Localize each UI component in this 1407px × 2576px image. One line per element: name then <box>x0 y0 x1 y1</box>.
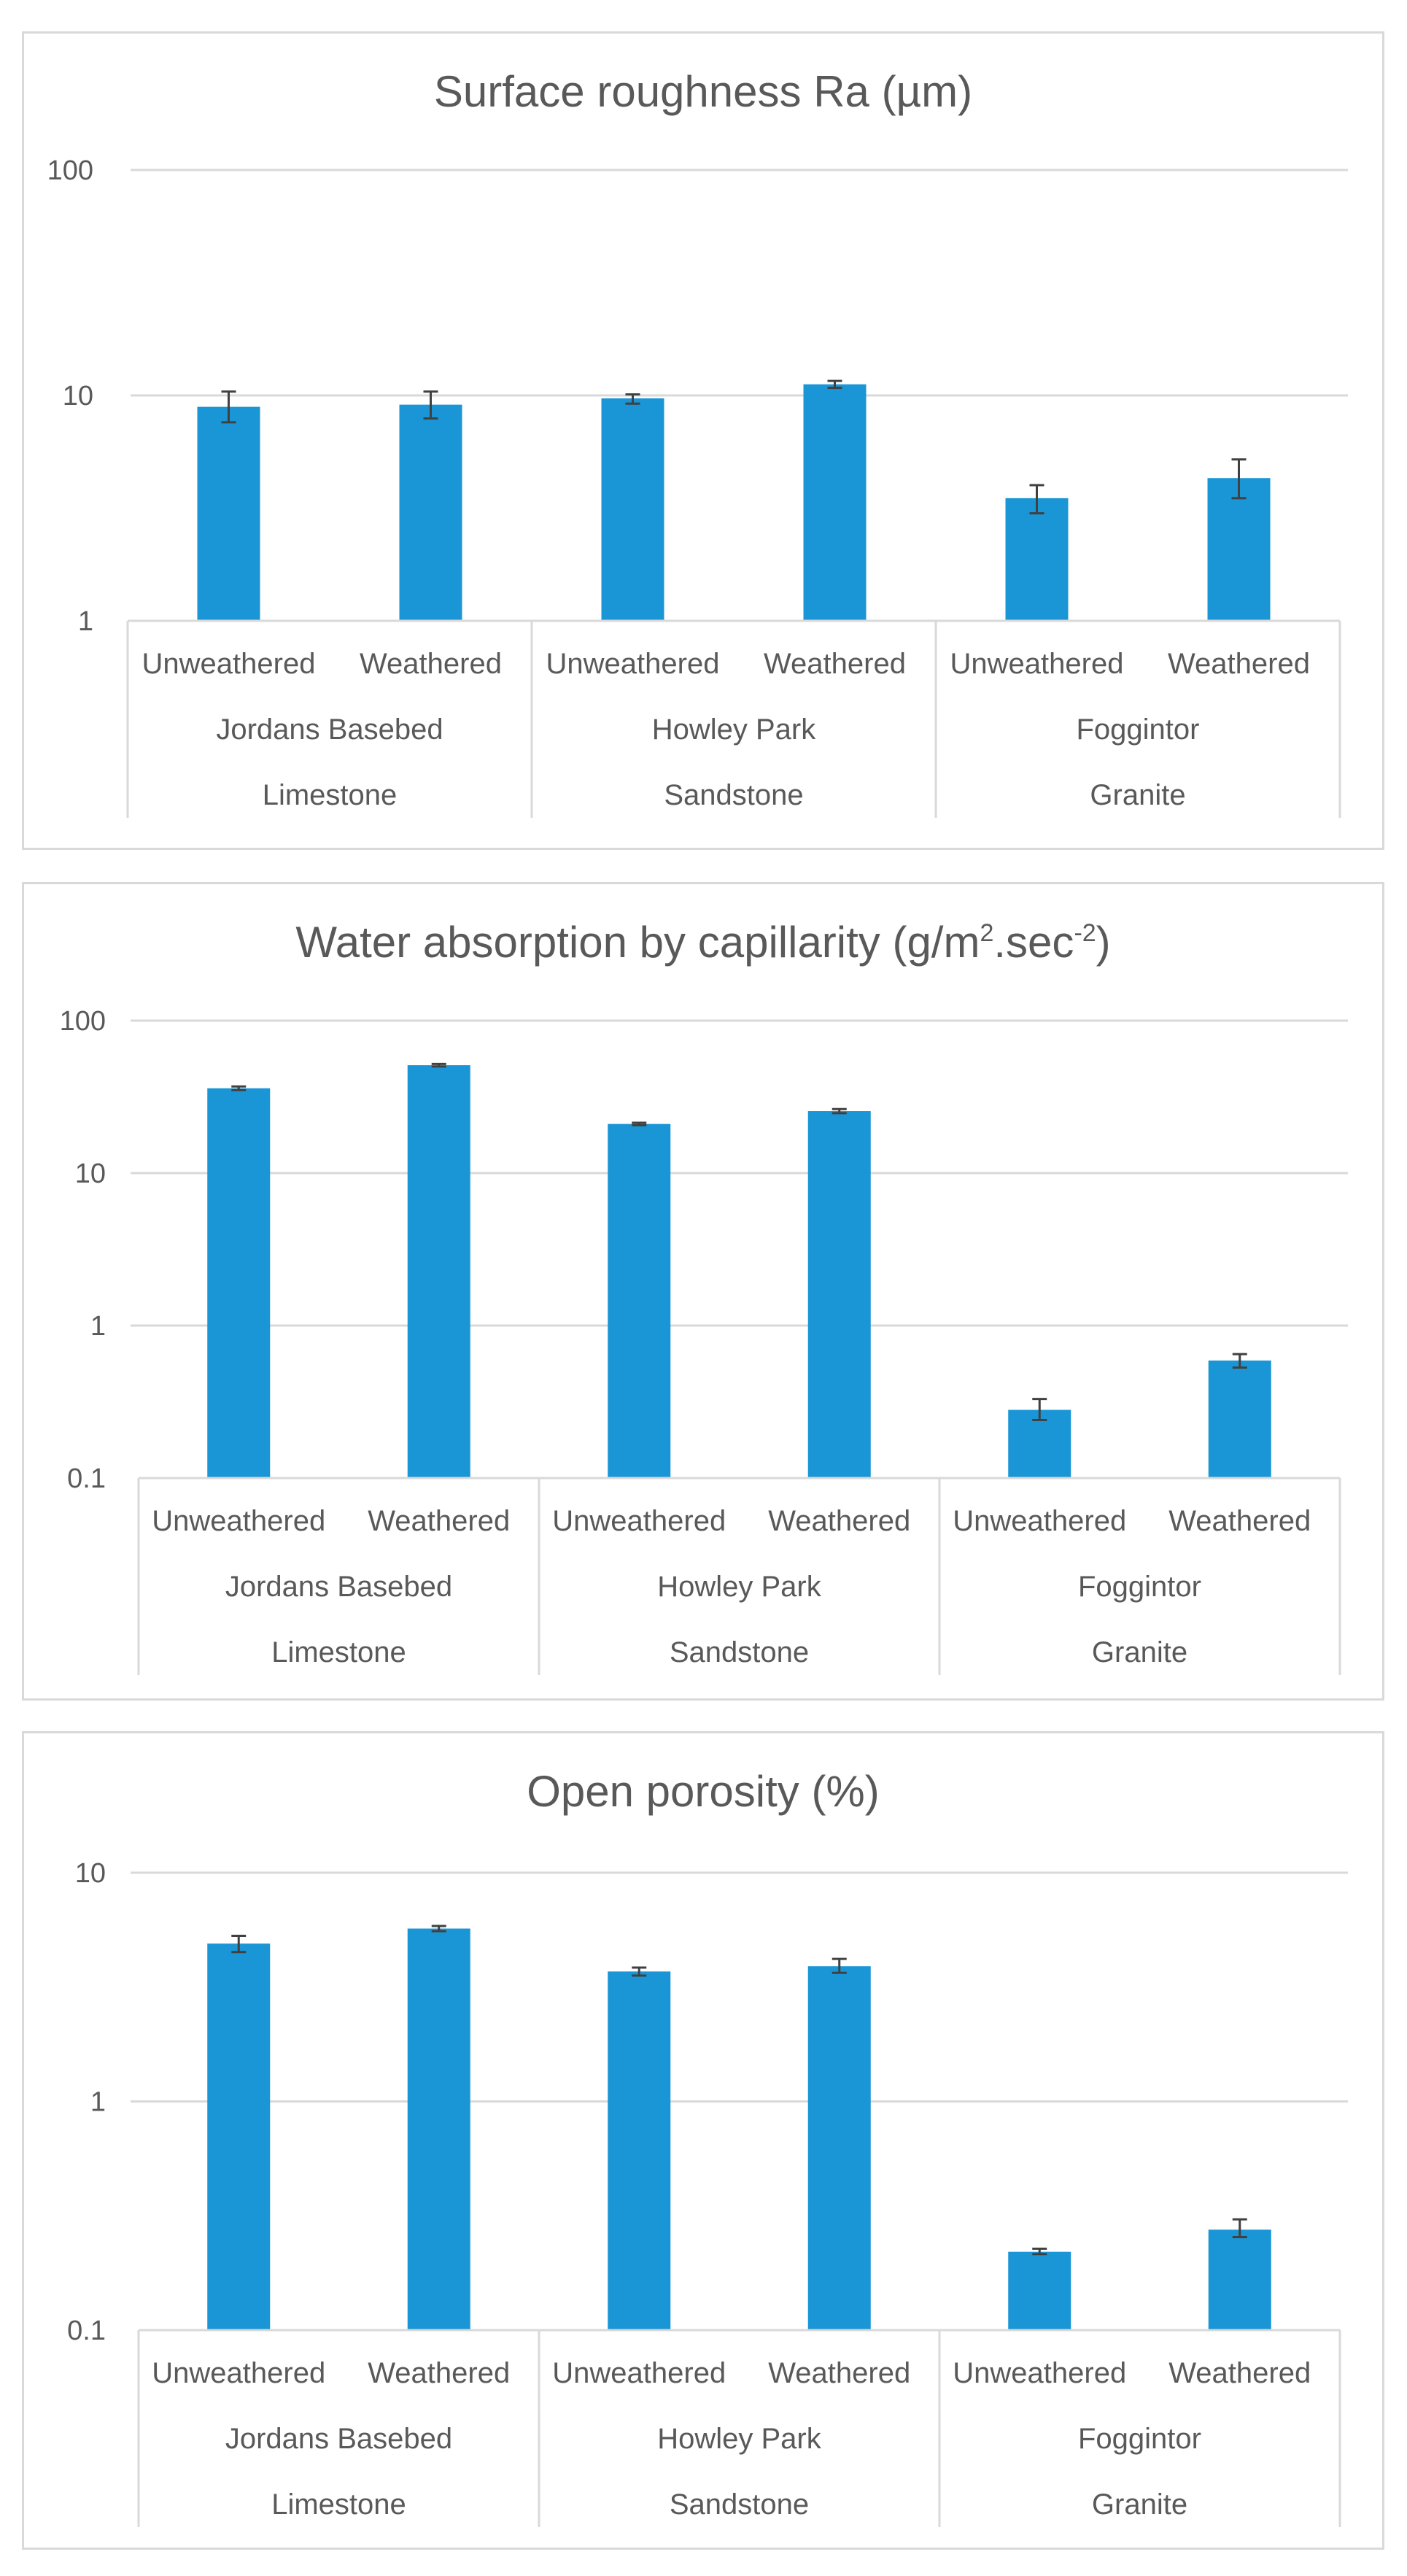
bar <box>608 1123 671 1478</box>
chart-title-sup2: -2 <box>1074 919 1096 947</box>
category-label-site: Jordans Basebed <box>225 2423 452 2455</box>
bar <box>407 1928 470 2330</box>
category-label-site: Foggintor <box>1078 2423 1201 2455</box>
bar <box>1208 1360 1271 1478</box>
chart-title-main: Water absorption by capillarity (g/m <box>295 918 980 967</box>
bar <box>1208 2229 1271 2330</box>
bar <box>807 1111 871 1478</box>
category-label-stone: Granite <box>1092 1636 1187 1668</box>
bar <box>407 1065 470 1478</box>
category-label-stone: Limestone <box>271 1636 406 1668</box>
y-tick-label: 10 <box>75 1159 106 1189</box>
chart-title: Water absorption by capillarity (g/m2.se… <box>295 918 1110 967</box>
category-label-sub: Unweathered <box>953 1505 1126 1537</box>
category-label-sub: Weathered <box>360 648 502 680</box>
bar <box>207 1088 271 1478</box>
bar <box>601 398 664 621</box>
category-label-sub: Weathered <box>764 648 906 680</box>
y-tick-label: 0.1 <box>67 1463 106 1494</box>
chart-surface-roughness-plot: Surface roughness Ra (µm) 1 10 100 Unweathe… <box>47 67 1348 818</box>
bar <box>399 404 462 621</box>
bar <box>197 406 260 621</box>
category-label-site: Howley Park <box>657 2423 822 2455</box>
category-label-sub: Unweathered <box>552 2357 726 2389</box>
y-tick-label: 0.1 <box>67 2316 106 2346</box>
category-label-site: Jordans Basebed <box>216 713 443 746</box>
chart-water-absorption-plot: Water absorption by capillarity (g/m2.se… <box>60 918 1348 1675</box>
y-tick-label: 10 <box>63 381 93 411</box>
category-label-stone: Limestone <box>263 779 398 811</box>
y-tick-label: 100 <box>60 1006 106 1037</box>
bar <box>207 1943 271 2330</box>
bar <box>1207 478 1271 621</box>
category-label-site: Foggintor <box>1077 713 1200 746</box>
category-label-site: Howley Park <box>652 713 817 746</box>
category-label-stone: Granite <box>1092 2488 1187 2521</box>
category-label-sub: Weathered <box>1168 1505 1311 1537</box>
y-tick-label: 1 <box>90 2087 106 2118</box>
category-label-sub: Weathered <box>768 2357 910 2389</box>
category-label-sub: Weathered <box>768 1505 910 1537</box>
category-label-sub: Weathered <box>368 2357 510 2389</box>
chart-title: Open porosity (%) <box>527 1767 880 1816</box>
y-tick-label: 1 <box>90 1311 106 1342</box>
bar <box>608 1971 671 2330</box>
chart-surface-roughness: Surface roughness Ra (µm) 1 10 100 Unweathe… <box>22 31 1384 850</box>
category-label-sub: Weathered <box>1168 648 1310 680</box>
category-label-sub: Weathered <box>368 1505 510 1537</box>
category-label-sub: Unweathered <box>546 648 720 680</box>
bar <box>1008 1409 1071 1478</box>
bar <box>803 384 867 621</box>
chart-open-porosity: Open porosity (%) 0.1 1 10 Unweathered Weath… <box>22 1731 1384 2550</box>
category-label-sub: Unweathered <box>950 648 1124 680</box>
chart-title: Surface roughness Ra (µm) <box>434 67 972 116</box>
chart-title-sup1: 2 <box>980 919 993 947</box>
category-label-stone: Sandstone <box>664 779 803 811</box>
chart-title-mid: .sec <box>993 918 1074 967</box>
category-label-sub: Unweathered <box>142 648 316 680</box>
category-label-site: Howley Park <box>657 1571 822 1603</box>
category-label-sub: Unweathered <box>953 2357 1126 2389</box>
category-label-stone: Sandstone <box>670 2488 809 2521</box>
y-tick-label: 1 <box>78 606 93 637</box>
category-label-sub: Unweathered <box>152 1505 325 1537</box>
category-label-stone: Sandstone <box>670 1636 809 1668</box>
category-label-sub: Unweathered <box>152 2357 325 2389</box>
chart-title-end: ) <box>1096 918 1111 967</box>
y-tick-label: 10 <box>75 1858 106 1889</box>
category-label-sub: Unweathered <box>552 1505 726 1537</box>
category-label-sub: Weathered <box>1168 2357 1311 2389</box>
category-label-stone: Limestone <box>271 2488 406 2521</box>
chart-open-porosity-plot: Open porosity (%) 0.1 1 10 Unweathered Weath… <box>67 1767 1348 2527</box>
category-label-site: Jordans Basebed <box>225 1571 452 1603</box>
category-label-stone: Granite <box>1090 779 1185 811</box>
category-label-site: Foggintor <box>1078 1571 1201 1603</box>
bar <box>1008 2251 1071 2330</box>
chart-water-absorption: Water absorption by capillarity (g/m2.se… <box>22 882 1384 1701</box>
bar <box>807 1966 871 2330</box>
bar <box>1005 498 1069 621</box>
y-tick-label: 100 <box>47 155 93 186</box>
